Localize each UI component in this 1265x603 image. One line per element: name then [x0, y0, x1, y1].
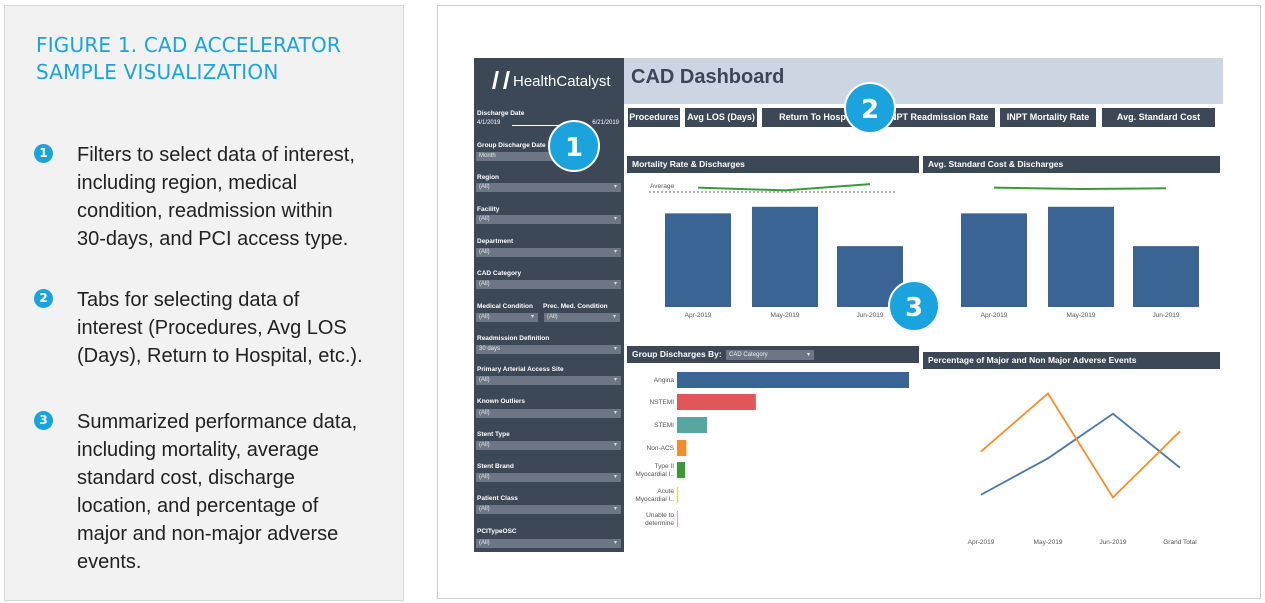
category-label: NSTEMI — [649, 399, 674, 406]
rate-line — [697, 183, 871, 192]
category-label: Myocardial I.. — [635, 496, 674, 503]
x-tick-label: Jun-2019 — [856, 312, 883, 319]
category-label: Angina — [654, 377, 675, 384]
x-tick-label: Apr-2019 — [685, 312, 712, 319]
region-label: Region — [477, 174, 500, 181]
dashboard-header: CAD Dashboard — [624, 58, 1223, 104]
stent-type-label: Stent Type — [477, 431, 510, 438]
cost-panel-header: Avg. Standard Cost & Discharges — [923, 156, 1220, 173]
medical-condition-label: Medical Condition — [477, 303, 533, 310]
category-label: Non-ACS — [647, 445, 675, 452]
hbar-3 — [677, 440, 687, 456]
cad-category-label: CAD Category — [477, 270, 522, 277]
note-text: Filters to select data of interest, incl… — [77, 144, 355, 250]
hbar-0 — [677, 372, 909, 388]
hbar-2 — [677, 417, 708, 433]
note-number-badge: 2 — [34, 289, 53, 308]
readmission-definition-select[interactable]: 30 days — [476, 345, 621, 354]
mortality-chart: Apr-2019 May-2019 Jun-2019 Average — [649, 183, 903, 319]
prec-med-condition-label: Prec. Med. Condition — [543, 303, 608, 310]
bar-jun-2019 — [1133, 246, 1199, 307]
discharge-date-label: Discharge Date — [477, 110, 525, 117]
x-tick-label: May-2019 — [771, 312, 800, 319]
stent-type-select[interactable]: (All) — [476, 441, 621, 450]
region-select[interactable]: (All) — [476, 183, 621, 192]
note-number-badge: 3 — [34, 411, 53, 430]
adverse-events-header: Percentage of Major and Non Major Advers… — [923, 352, 1220, 369]
x-tick-label: May-2019 — [1067, 312, 1096, 319]
dashboard-title: CAD Dashboard — [631, 66, 785, 88]
mortality-panel-header: Mortality Rate & Discharges — [627, 156, 919, 173]
hbar-4 — [677, 462, 686, 478]
patient-class-select[interactable]: (All) — [476, 505, 621, 514]
known-outliers-select[interactable]: (All) — [476, 409, 621, 418]
group-by-select[interactable]: CAD Category — [726, 350, 814, 360]
x-tick-label: Grand Total — [1163, 539, 1197, 546]
x-tick-label: Jun-2019 — [1152, 312, 1179, 319]
known-outliers-label: Known Outliers — [477, 398, 526, 405]
series-line-0 — [980, 412, 1181, 496]
callout-badge-3: 3 — [888, 280, 940, 332]
x-tick-label: Jun-2019 — [1099, 539, 1126, 546]
bar-apr-2019 — [665, 213, 731, 307]
note-number-badge: 1 — [34, 144, 53, 163]
hbar-6 — [677, 511, 678, 527]
patient-class-label: Patient Class — [477, 495, 518, 502]
category-label: determine — [645, 520, 674, 527]
healthcatalyst-logo: HealthCatalyst — [492, 66, 624, 98]
department-select[interactable]: (All) — [476, 248, 621, 257]
prec-med-condition-select[interactable]: (All) — [544, 313, 620, 322]
note-text: Summarized performance data, including m… — [77, 411, 358, 573]
average-label: Average — [650, 183, 674, 190]
medical-condition-select[interactable]: (All) — [476, 313, 538, 322]
bar-apr-2019 — [961, 213, 1027, 307]
hbar-1 — [677, 394, 756, 410]
hbar-5 — [677, 487, 679, 503]
department-label: Department — [477, 238, 514, 245]
tab-avg-standard-cost[interactable]: Avg. Standard Cost — [1102, 108, 1215, 127]
pci-type-osc-select[interactable]: (All) — [476, 539, 621, 548]
readmission-definition-label: Readmission Definition — [477, 335, 550, 342]
date-end: 6/21/2019 — [592, 120, 619, 126]
group-discharge-date-label: Group Discharge Date — [477, 142, 546, 149]
adverse-events-chart: Apr-2019 May-2019 Jun-2019 Grand Total — [968, 392, 1197, 546]
category-label: Unable to — [646, 512, 674, 519]
series-line-1 — [980, 392, 1181, 499]
category-label: Myocardial I.. — [635, 471, 674, 478]
callout-badge-1: 1 — [548, 120, 600, 172]
category-label: STEMI — [654, 422, 674, 429]
x-tick-label: Apr-2019 — [968, 539, 995, 546]
tab-inpt-readmission-rate[interactable]: INPT Readmission Rate — [881, 108, 995, 127]
category-label: Type II — [654, 463, 674, 470]
discharge-date-slider[interactable]: 4/1/2019 6/21/2019 — [477, 120, 621, 130]
figure-title: FIGURE 1. CAD ACCELERATOR SAMPLE VISUALI… — [36, 33, 342, 84]
logo-mark-icon — [492, 71, 510, 89]
tab-avg-los[interactable]: Avg LOS (Days) — [685, 108, 757, 127]
cost-chart: Apr-2019 May-2019 Jun-2019 — [961, 186, 1199, 319]
facility-select[interactable]: (All) — [476, 215, 621, 224]
cad-category-select[interactable]: (All) — [476, 280, 621, 289]
x-tick-label: May-2019 — [1034, 539, 1063, 546]
stent-brand-select[interactable]: (All) — [476, 473, 621, 482]
date-start: 4/1/2019 — [477, 120, 501, 126]
tab-procedures[interactable]: Procedures — [628, 108, 680, 127]
bar-may-2019 — [752, 206, 818, 307]
category-label: Acute — [657, 488, 674, 495]
pci-type-osc-label: PCITypeOSC — [477, 528, 517, 535]
logo-text: HealthCatalyst — [513, 73, 611, 90]
filter-sidebar: HealthCatalyst Discharge Date 4/1/2019 6… — [474, 58, 624, 552]
x-tick-label: Apr-2019 — [981, 312, 1008, 319]
facility-label: Facility — [477, 206, 500, 213]
access-site-label: Primary Arterial Access Site — [477, 366, 564, 373]
rate-line — [993, 186, 1167, 191]
tab-inpt-mortality-rate[interactable]: INPT Mortality Rate — [1000, 108, 1096, 127]
access-site-select[interactable]: (All) — [476, 376, 621, 385]
caption-panel: FIGURE 1. CAD ACCELERATOR SAMPLE VISUALI… — [4, 5, 404, 601]
callout-badge-2: 2 — [844, 82, 896, 134]
stent-brand-label: Stent Brand — [477, 463, 514, 470]
bar-may-2019 — [1048, 206, 1114, 307]
note-text: Tabs for selecting data of interest (Pro… — [77, 289, 363, 367]
slider-track[interactable] — [512, 125, 583, 126]
